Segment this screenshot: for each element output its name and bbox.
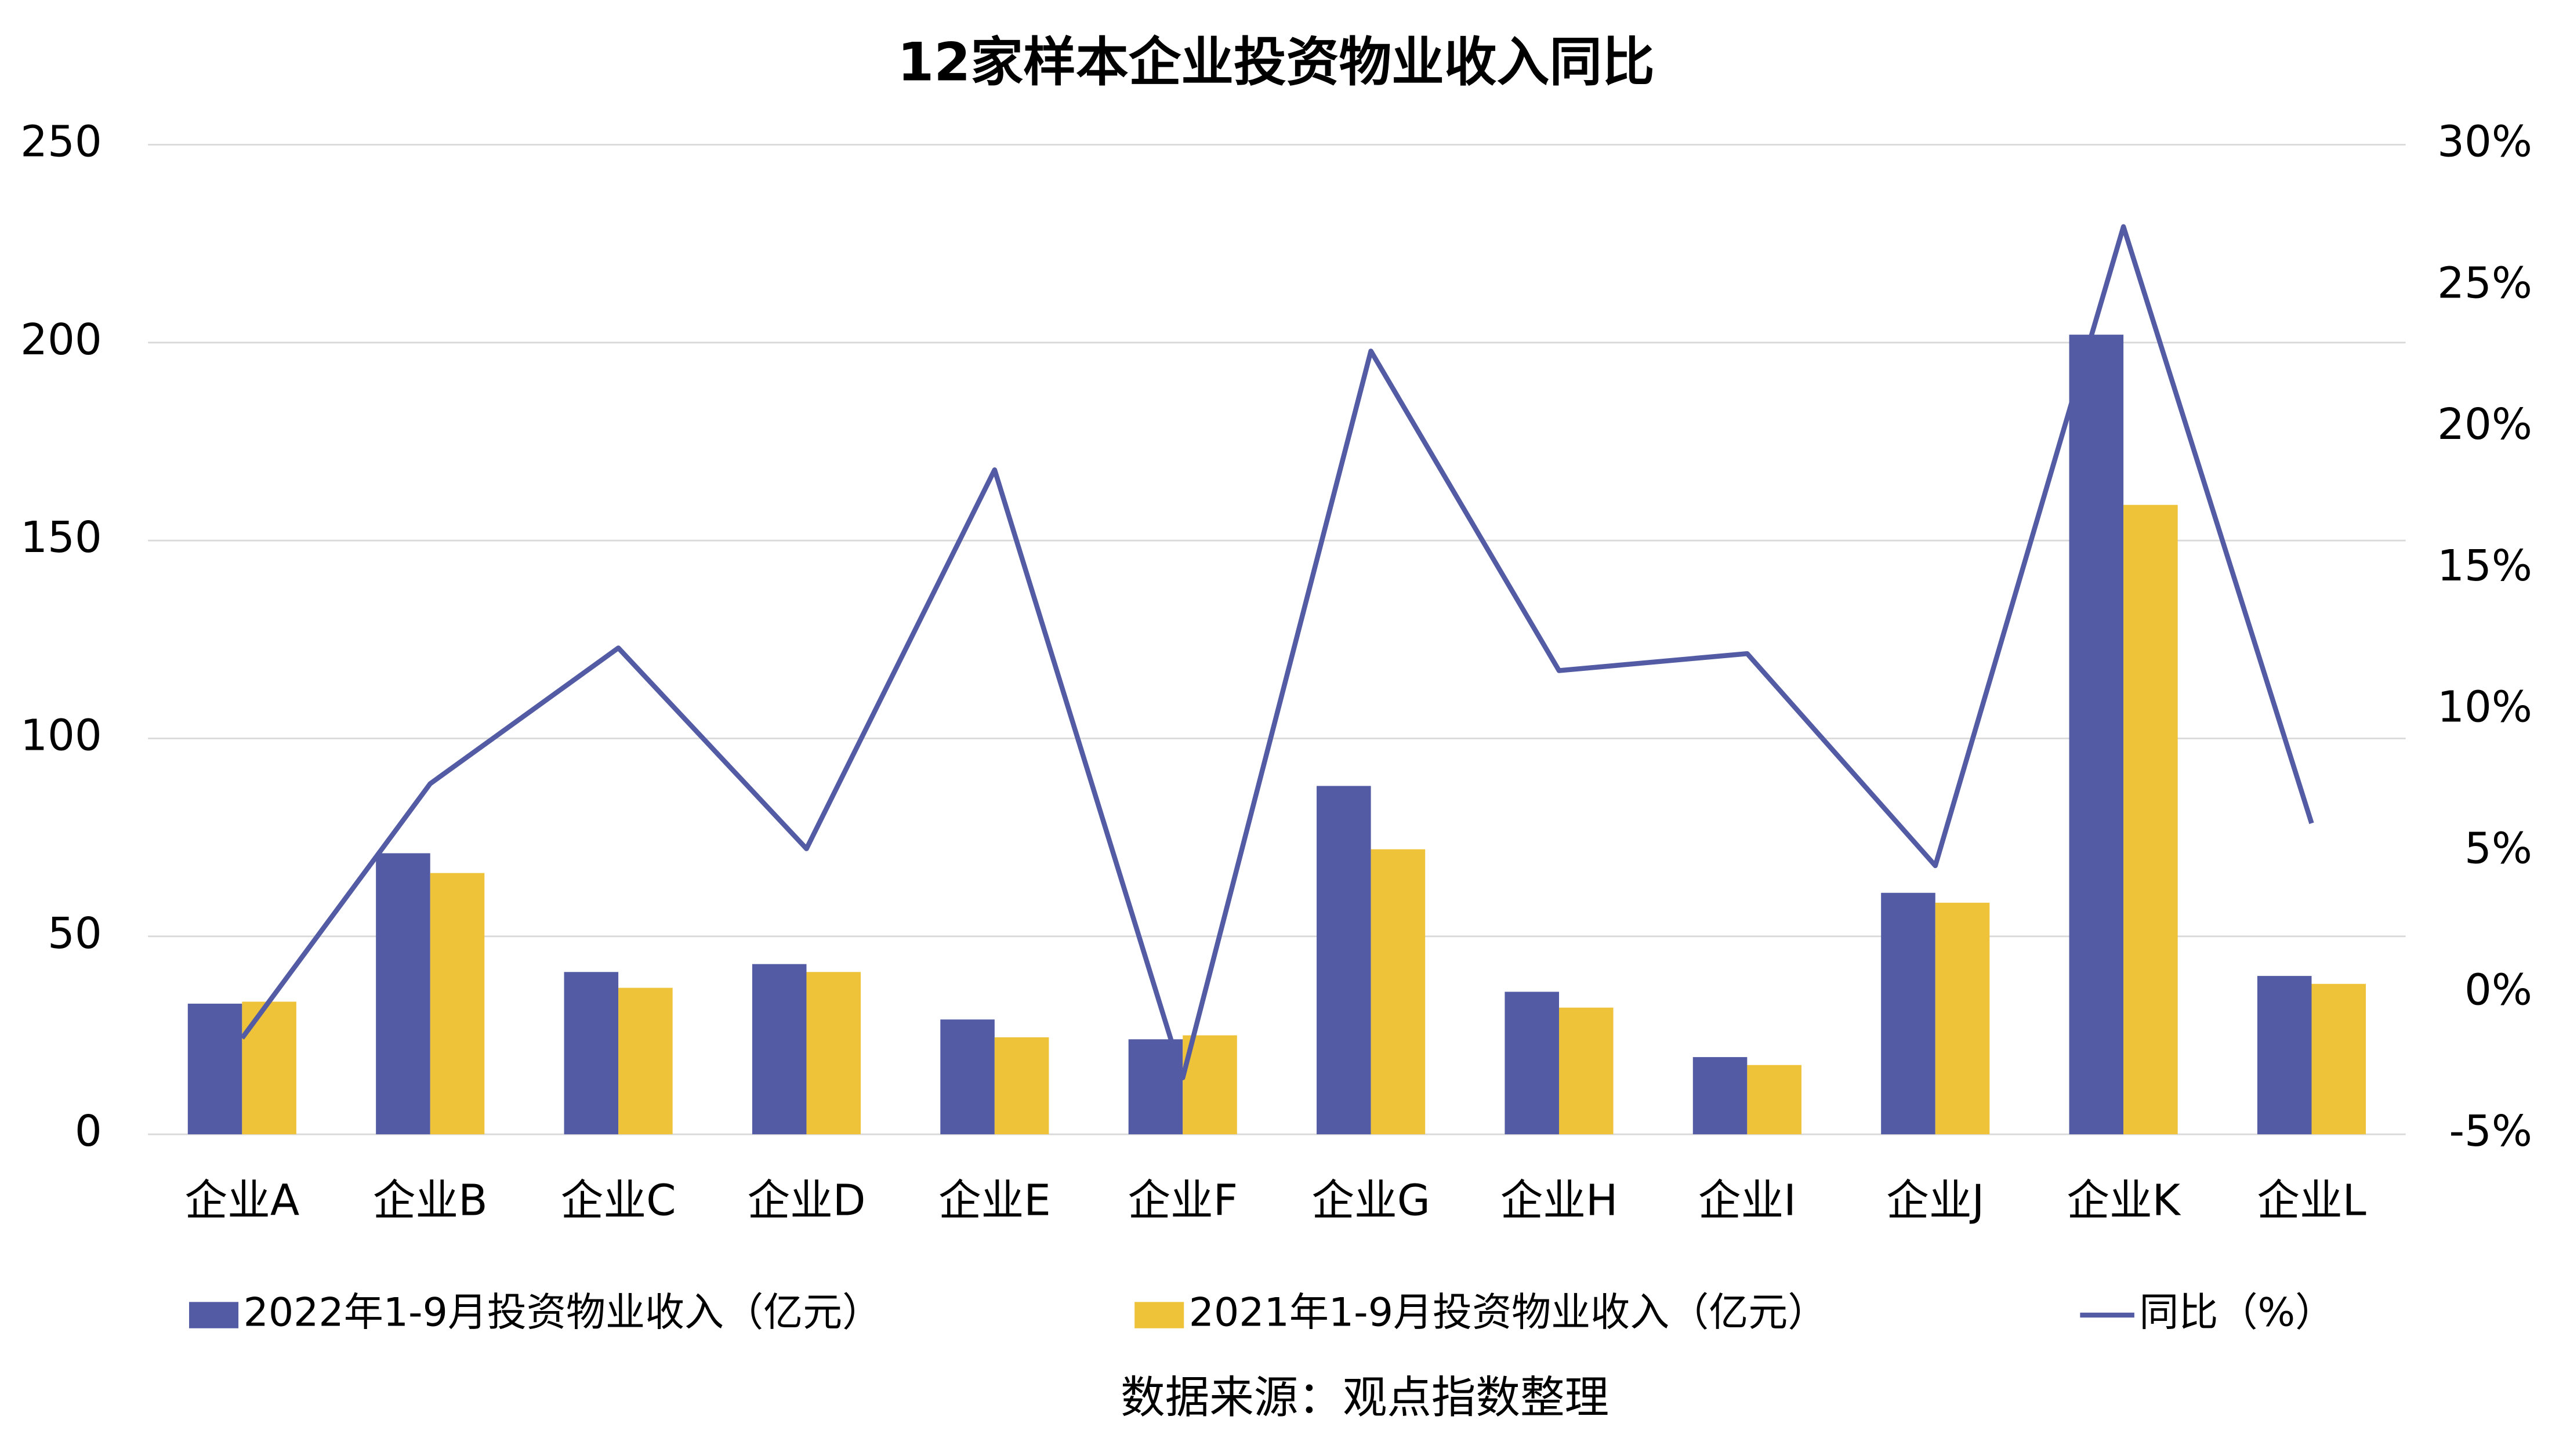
x-tick-label: 企业I xyxy=(1698,1176,1796,1225)
y2-tick-label: 25% xyxy=(2437,259,2532,308)
bar xyxy=(2069,335,2124,1135)
y-tick-label: 50 xyxy=(48,909,102,958)
bar xyxy=(940,1019,995,1135)
y2-tick-label: 15% xyxy=(2437,542,2532,591)
x-tick-label: 企业E xyxy=(938,1176,1051,1225)
y-tick-label: 200 xyxy=(20,315,102,365)
bar xyxy=(564,972,619,1135)
legend-swatch xyxy=(189,1302,239,1328)
bar xyxy=(430,873,485,1135)
legend-label: 2021年1-9月投资物业收入（亿元） xyxy=(1189,1290,1828,1336)
bar xyxy=(2123,504,2178,1135)
y-tick-label: 150 xyxy=(20,513,102,562)
x-tick-label: 企业F xyxy=(1128,1176,1238,1225)
bar xyxy=(1692,1057,1748,1135)
bar xyxy=(2257,976,2312,1135)
y-tick-label: 100 xyxy=(20,711,102,761)
legend-label: 2022年1-9月投资物业收入（亿元） xyxy=(244,1290,882,1336)
bar xyxy=(1935,902,1990,1135)
x-tick-label: 企业J xyxy=(1886,1176,1984,1225)
x-tick-label: 企业C xyxy=(561,1176,676,1225)
bar xyxy=(1317,786,1371,1135)
y2-tick-label: 5% xyxy=(2464,825,2532,874)
y-tick-label: 0 xyxy=(75,1107,102,1156)
bar xyxy=(2311,983,2366,1135)
x-tick-label: 企业B xyxy=(373,1176,488,1225)
bar xyxy=(1371,849,1426,1135)
bar xyxy=(994,1037,1049,1135)
bar xyxy=(618,987,673,1135)
bar xyxy=(1558,1007,1614,1135)
bar xyxy=(242,1001,296,1135)
bar xyxy=(1505,992,1559,1135)
bar xyxy=(806,972,861,1135)
bar xyxy=(1747,1065,1801,1135)
y2-tick-label: 10% xyxy=(2437,683,2532,732)
y2-tick-label: 0% xyxy=(2464,965,2532,1015)
bar xyxy=(1881,892,1935,1135)
x-tick-label: 企业H xyxy=(1500,1176,1618,1225)
y2-tick-label: 30% xyxy=(2437,117,2532,166)
line xyxy=(240,224,2314,1080)
chart-title: 12家样本企业投资物业收入同比 xyxy=(897,32,1655,93)
x-tick-label: 企业K xyxy=(2067,1176,2181,1225)
x-tick-label: 企业D xyxy=(747,1176,865,1225)
y-tick-label: 250 xyxy=(20,117,102,166)
x-tick-label: 企业G xyxy=(1311,1176,1430,1225)
x-tick-label: 企业A xyxy=(184,1176,299,1225)
legend-label: 同比（%） xyxy=(2139,1290,2334,1336)
bar xyxy=(376,853,430,1135)
y2-tick-label: 20% xyxy=(2437,400,2532,449)
legend-swatch xyxy=(1134,1302,1184,1328)
bar xyxy=(187,1003,242,1135)
bar xyxy=(752,964,807,1135)
x-tick-label: 企业L xyxy=(2257,1176,2366,1225)
source-note: 数据来源：观点指数整理 xyxy=(1121,1372,1609,1424)
y2-tick-label: -5% xyxy=(2449,1107,2532,1156)
